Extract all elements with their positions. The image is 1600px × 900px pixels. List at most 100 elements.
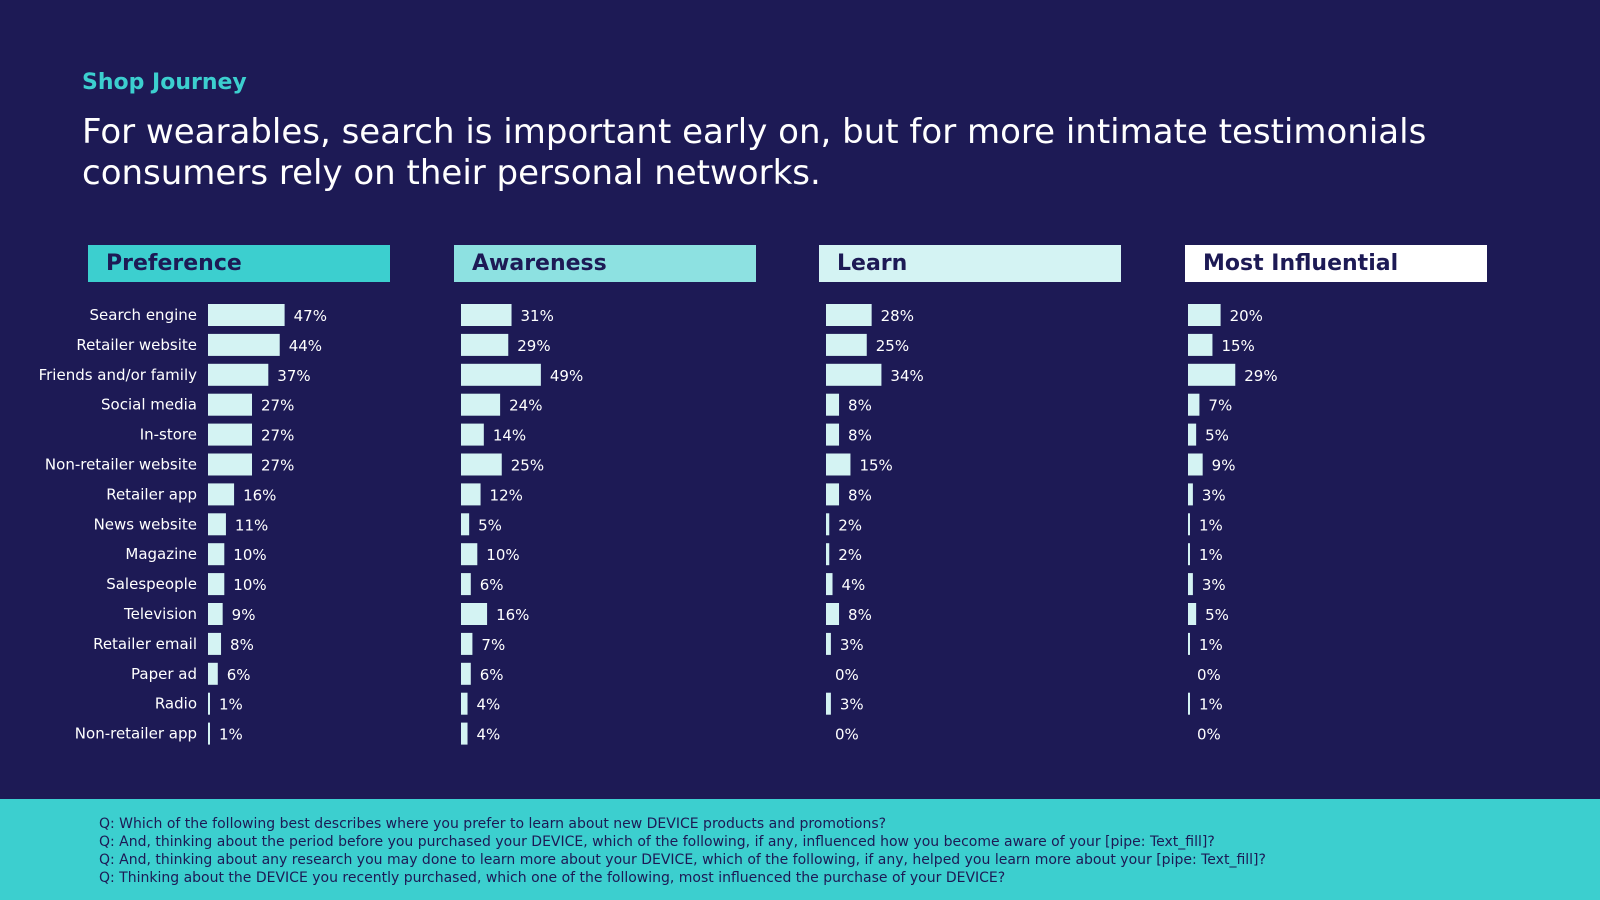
bar-preference-news-website bbox=[208, 513, 226, 536]
category-label-in-store: In-store bbox=[140, 426, 197, 444]
data-label-most-influential-in-store: 5% bbox=[1205, 427, 1229, 445]
bar-learn-social-media bbox=[826, 393, 840, 416]
data-label-most-influential-non-retailer-app: 0% bbox=[1197, 726, 1221, 744]
category-label-magazine: Magazine bbox=[125, 545, 197, 563]
bar-awareness-news-website bbox=[461, 513, 470, 536]
data-label-preference-retailer-website: 44% bbox=[289, 337, 322, 355]
data-label-most-influential-friends-and-or-family: 29% bbox=[1244, 367, 1277, 385]
data-label-awareness-radio: 4% bbox=[477, 696, 501, 714]
bar-awareness-paper-ad bbox=[461, 662, 471, 685]
data-label-preference-friends-and-or-family: 37% bbox=[277, 367, 310, 385]
data-label-awareness-retailer-app: 12% bbox=[490, 486, 523, 504]
data-label-learn-friends-and-or-family: 34% bbox=[890, 367, 923, 385]
data-label-preference-social-media: 27% bbox=[261, 397, 294, 415]
data-label-awareness-magazine: 10% bbox=[486, 546, 519, 564]
data-label-learn-radio: 3% bbox=[840, 696, 864, 714]
data-label-preference-search-engine: 47% bbox=[294, 307, 327, 325]
bar-preference-magazine bbox=[208, 543, 225, 566]
section-eyebrow: Shop Journey bbox=[82, 70, 247, 95]
bar-learn-radio bbox=[826, 692, 831, 715]
category-label-paper-ad: Paper ad bbox=[131, 665, 197, 683]
data-label-awareness-paper-ad: 6% bbox=[480, 666, 504, 684]
data-label-learn-retailer-app: 8% bbox=[848, 486, 872, 504]
bar-awareness-search-engine bbox=[461, 304, 512, 326]
bar-learn-magazine bbox=[826, 543, 830, 566]
bar-most-influential-salespeople bbox=[1188, 573, 1193, 596]
data-label-preference-television: 9% bbox=[232, 606, 256, 624]
bar-awareness-retailer-website bbox=[461, 333, 509, 356]
data-label-preference-non-retailer-website: 27% bbox=[261, 457, 294, 475]
data-label-most-influential-paper-ad: 0% bbox=[1197, 666, 1221, 684]
bar-most-influential-friends-and-or-family bbox=[1188, 363, 1236, 386]
category-label-friends-and-or-family: Friends and/or family bbox=[39, 366, 198, 384]
data-label-most-influential-social-media: 7% bbox=[1208, 397, 1232, 415]
footer-band bbox=[0, 799, 1600, 900]
bar-most-influential-retailer-app bbox=[1188, 483, 1193, 506]
footer-question: Q: Which of the following best describes… bbox=[99, 816, 887, 832]
category-label-retailer-email: Retailer email bbox=[93, 635, 197, 653]
data-label-awareness-friends-and-or-family: 49% bbox=[550, 367, 583, 385]
data-label-learn-non-retailer-app: 0% bbox=[835, 726, 859, 744]
category-label-non-retailer-app: Non-retailer app bbox=[75, 725, 197, 743]
bar-preference-search-engine bbox=[208, 304, 285, 326]
data-label-awareness-non-retailer-app: 4% bbox=[477, 726, 501, 744]
data-label-awareness-search-engine: 31% bbox=[521, 307, 554, 325]
bar-awareness-retailer-app bbox=[461, 483, 481, 506]
data-label-preference-paper-ad: 6% bbox=[227, 666, 251, 684]
data-label-awareness-salespeople: 6% bbox=[480, 576, 504, 594]
category-label-non-retailer-website: Non-retailer website bbox=[45, 456, 197, 474]
footer-question: Q: And, thinking about any research you … bbox=[99, 852, 1266, 868]
bar-learn-retailer-email bbox=[826, 632, 831, 655]
bar-learn-non-retailer-website bbox=[826, 453, 851, 476]
data-label-most-influential-retailer-app: 3% bbox=[1202, 486, 1226, 504]
bar-preference-salespeople bbox=[208, 573, 225, 596]
data-label-learn-retailer-email: 3% bbox=[840, 636, 864, 654]
bar-most-influential-television bbox=[1188, 603, 1197, 625]
data-label-most-influential-non-retailer-website: 9% bbox=[1212, 457, 1236, 475]
panel-header-learn: Learn bbox=[819, 245, 1121, 282]
page-title: For wearables, search is important early… bbox=[82, 112, 1482, 194]
bar-preference-social-media bbox=[208, 393, 253, 416]
bar-most-influential-radio bbox=[1188, 692, 1190, 715]
data-label-learn-social-media: 8% bbox=[848, 397, 872, 415]
data-label-preference-in-store: 27% bbox=[261, 427, 294, 445]
data-label-preference-retailer-app: 16% bbox=[243, 486, 276, 504]
data-label-most-influential-salespeople: 3% bbox=[1202, 576, 1226, 594]
data-label-awareness-retailer-email: 7% bbox=[481, 636, 505, 654]
data-label-awareness-retailer-website: 29% bbox=[517, 337, 550, 355]
bar-most-influential-search-engine bbox=[1188, 304, 1221, 326]
bar-learn-in-store bbox=[826, 423, 840, 446]
footer-questions: Q: Which of the following best describes… bbox=[99, 815, 1266, 887]
data-label-preference-non-retailer-app: 1% bbox=[219, 726, 243, 744]
bar-preference-non-retailer-website bbox=[208, 453, 253, 476]
category-label-news-website: News website bbox=[94, 515, 197, 533]
data-label-most-influential-magazine: 1% bbox=[1199, 546, 1223, 564]
category-label-retailer-app: Retailer app bbox=[106, 485, 197, 503]
data-label-learn-television: 8% bbox=[848, 606, 872, 624]
data-label-learn-news-website: 2% bbox=[838, 516, 862, 534]
category-label-salespeople: Salespeople bbox=[106, 575, 197, 593]
panel-header-awareness: Awareness bbox=[454, 245, 756, 282]
category-label-social-media: Social media bbox=[101, 396, 197, 414]
data-label-learn-magazine: 2% bbox=[838, 546, 862, 564]
bar-learn-salespeople bbox=[826, 573, 833, 596]
bar-awareness-non-retailer-website bbox=[461, 453, 502, 476]
bar-learn-news-website bbox=[826, 513, 830, 536]
bar-awareness-social-media bbox=[461, 393, 501, 416]
data-label-awareness-television: 16% bbox=[496, 606, 529, 624]
data-label-awareness-news-website: 5% bbox=[478, 516, 502, 534]
page-title-line-1: For wearables, search is important early… bbox=[82, 112, 1427, 152]
bar-most-influential-non-retailer-website bbox=[1188, 453, 1203, 476]
data-label-learn-in-store: 8% bbox=[848, 427, 872, 445]
bar-preference-television bbox=[208, 603, 223, 625]
bar-awareness-friends-and-or-family bbox=[461, 363, 541, 386]
bar-preference-retailer-website bbox=[208, 333, 280, 356]
data-label-awareness-in-store: 14% bbox=[493, 427, 526, 445]
bar-most-influential-news-website bbox=[1188, 513, 1190, 536]
data-label-learn-paper-ad: 0% bbox=[835, 666, 859, 684]
bar-learn-friends-and-or-family bbox=[826, 363, 882, 386]
data-label-preference-radio: 1% bbox=[219, 696, 243, 714]
bar-awareness-in-store bbox=[461, 423, 484, 446]
data-label-awareness-social-media: 24% bbox=[509, 397, 542, 415]
